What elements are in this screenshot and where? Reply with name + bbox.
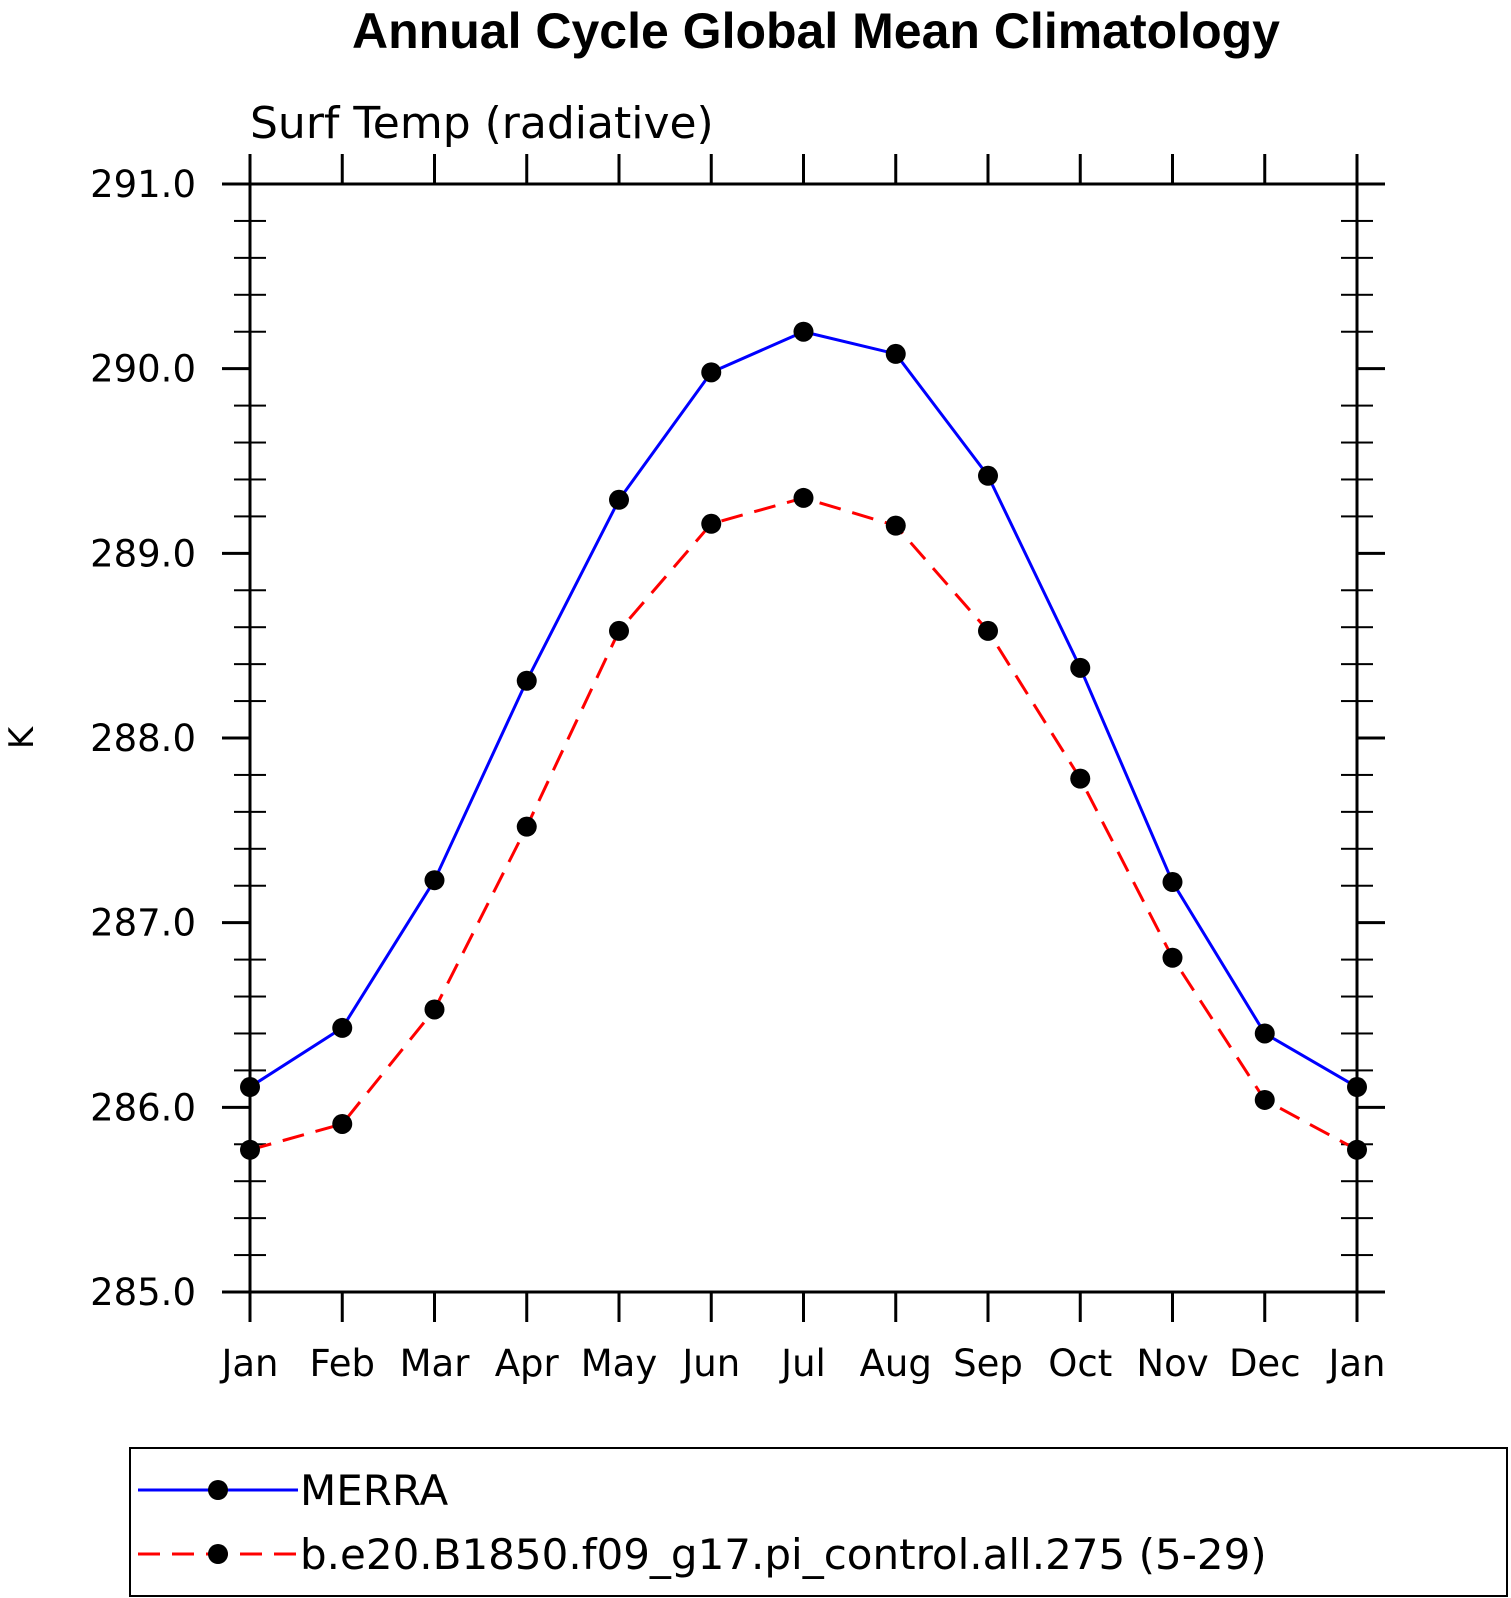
x-tick-label: Apr: [495, 1342, 560, 1385]
chart-subtitle: Surf Temp (radiative): [250, 98, 714, 149]
legend-marker: [208, 1480, 228, 1500]
data-point: [1162, 947, 1183, 968]
data-point: [701, 513, 722, 534]
x-tick-label: Jun: [680, 1342, 740, 1385]
data-point: [424, 999, 445, 1020]
x-tick-label: Sep: [953, 1342, 1023, 1385]
data-point: [793, 321, 814, 342]
y-axis-label: K: [2, 725, 42, 749]
x-tick-label: Nov: [1136, 1342, 1208, 1385]
data-point: [885, 515, 906, 536]
data-point: [1254, 1023, 1275, 1044]
data-point: [1347, 1077, 1367, 1098]
y-tick-label: 287.0: [90, 902, 196, 945]
x-tick-label: Jul: [779, 1342, 826, 1385]
data-point: [609, 489, 629, 510]
data-point: [332, 1017, 353, 1038]
series-layer: [240, 321, 1367, 1160]
legend-marker: [208, 1544, 228, 1564]
data-point: [1254, 1089, 1275, 1110]
axes: Jan Feb Mar Apr May Jun Jul Aug Sep Oct Nov Dec Jan 2…: [90, 154, 1386, 1385]
legend-label-0: MERRA: [300, 1466, 448, 1515]
data-point: [1347, 1139, 1367, 1160]
data-point: [240, 1077, 260, 1098]
data-point: [885, 343, 906, 364]
data-point: [609, 620, 629, 641]
plot-frame: [248, 182, 1359, 1294]
y-tick-label: 288.0: [90, 717, 196, 760]
y-tick-label: 290.0: [90, 348, 196, 391]
data-point: [424, 870, 445, 891]
data-point: [1162, 872, 1183, 893]
series-line-1: [249, 496, 1358, 1152]
x-tick-label: Jan: [219, 1342, 278, 1385]
y-tick-label: 286.0: [90, 1086, 196, 1129]
x-tick-label: Mar: [400, 1342, 471, 1385]
x-tick-label: Aug: [860, 1342, 932, 1385]
x-tick-label: May: [581, 1342, 658, 1385]
legend-box: [129, 1447, 1508, 1597]
data-point: [516, 816, 537, 837]
y-tick-label: 285.0: [90, 1271, 196, 1314]
data-point: [1070, 657, 1091, 678]
y-tick-label: 289.0: [90, 532, 196, 575]
data-point: [240, 1139, 260, 1160]
data-point: [701, 362, 722, 383]
data-point: [332, 1113, 353, 1134]
data-point: [978, 620, 998, 641]
chart-title: Annual Cycle Global Mean Climatology: [352, 3, 1280, 59]
data-point: [1070, 768, 1091, 789]
x-tick-label: Dec: [1229, 1342, 1301, 1385]
x-tick-label: Oct: [1048, 1342, 1112, 1385]
legend-label-1: b.e20.B1850.f09_g17.pi_control.all.275 (…: [300, 1530, 1267, 1579]
x-tick-label: Jan: [1326, 1342, 1385, 1385]
x-tick-label: Feb: [309, 1342, 375, 1385]
data-point: [978, 465, 998, 486]
legend: MERRA b.e20.B1850.f09_g17.pi_control.all.…: [129, 1447, 1508, 1597]
series-line-0: [249, 330, 1358, 1089]
y-tick-label: 291.0: [90, 163, 196, 206]
data-point: [793, 487, 814, 508]
data-point: [516, 670, 537, 691]
